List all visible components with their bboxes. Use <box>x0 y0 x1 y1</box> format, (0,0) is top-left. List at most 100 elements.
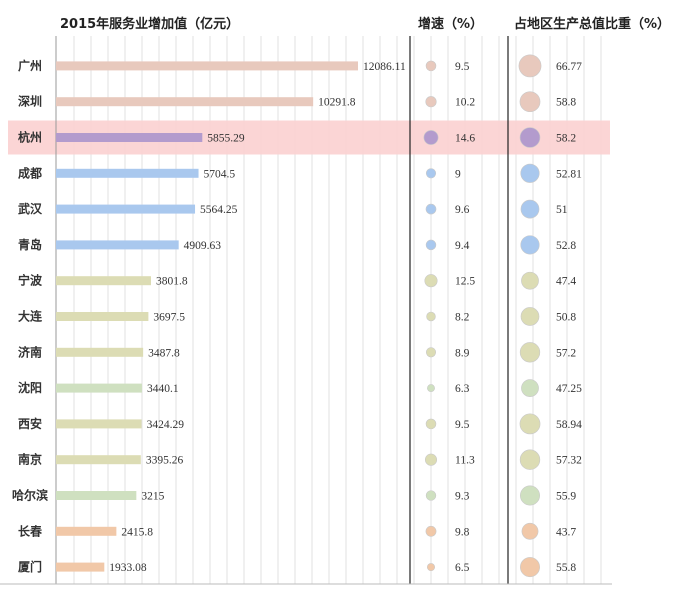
bar-value-label: 1933.08 <box>109 562 147 574</box>
category-label: 沈阳 <box>18 380 42 395</box>
share-dot <box>520 485 540 506</box>
category-label: 大连 <box>18 309 43 324</box>
share-dot <box>521 522 539 540</box>
bar-value-label: 3395.26 <box>146 455 184 467</box>
category-label: 武汉 <box>18 201 43 216</box>
share-value-label: 57.32 <box>556 455 582 467</box>
growth-value-label: 6.5 <box>455 562 470 574</box>
growth-value-label: 9 <box>455 168 461 180</box>
bar <box>56 419 142 429</box>
bar-value-label: 3801.8 <box>156 276 188 288</box>
share-dot <box>519 449 541 470</box>
growth-dot <box>426 563 436 572</box>
bar-value-label: 12086.11 <box>363 61 406 73</box>
share-value-label: 57.2 <box>556 347 576 359</box>
growth-value-label: 9.6 <box>455 204 470 216</box>
growth-dot <box>424 453 438 466</box>
share-value-label: 51 <box>556 204 568 216</box>
header-growth: 增速（%） <box>418 16 483 32</box>
category-label: 长春 <box>18 523 43 538</box>
share-dot <box>520 163 540 183</box>
growth-value-label: 9.8 <box>455 526 470 538</box>
growth-dot <box>425 96 437 108</box>
bar <box>56 133 203 142</box>
bar-value-label: 3424.29 <box>147 419 185 431</box>
bar <box>56 312 149 321</box>
growth-dot <box>423 130 439 145</box>
growth-dot <box>425 490 437 501</box>
growth-value-label: 6.3 <box>455 383 470 395</box>
share-dot <box>519 91 541 113</box>
share-dot <box>521 379 539 397</box>
bar <box>56 383 142 393</box>
share-dot <box>520 199 540 219</box>
share-value-label: 50.8 <box>556 312 576 324</box>
growth-dot <box>426 311 436 322</box>
bar-value-label: 5564.25 <box>200 204 238 216</box>
share-dot <box>519 342 541 363</box>
bar-value-label: 3487.8 <box>148 347 180 359</box>
growth-dot <box>425 203 437 215</box>
share-dot <box>518 54 542 78</box>
bar-value-label: 3697.5 <box>153 312 185 324</box>
share-value-label: 66.77 <box>556 61 582 73</box>
header-bar: 2015年服务业增加值（亿元） <box>60 16 239 32</box>
growth-dot <box>424 274 438 288</box>
share-value-label: 52.81 <box>556 168 582 180</box>
bar <box>56 240 179 250</box>
growth-dot <box>425 418 437 430</box>
bar-value-label: 3440.1 <box>147 383 179 395</box>
bar <box>56 455 141 465</box>
rows: 广州 12086.11 9.5 66.77 深圳 10291.8 10.2 58.8 杭州 585… <box>12 54 582 578</box>
share-dot <box>520 235 540 255</box>
growth-value-label: 8.2 <box>455 312 470 324</box>
bar <box>56 61 358 71</box>
growth-value-label: 9.4 <box>455 240 470 252</box>
growth-dot <box>425 347 437 358</box>
category-label: 广州 <box>18 58 42 73</box>
share-value-label: 47.25 <box>556 383 582 395</box>
category-label: 厦门 <box>18 559 42 574</box>
growth-dot <box>427 384 435 393</box>
growth-dot <box>425 239 437 251</box>
category-label: 哈尔滨 <box>12 488 48 503</box>
growth-value-label: 14.6 <box>455 133 475 145</box>
bar <box>56 276 151 286</box>
share-value-label: 43.7 <box>556 526 576 538</box>
share-value-label: 55.8 <box>556 562 576 574</box>
share-dot <box>521 271 539 290</box>
bar-value-label: 10291.8 <box>318 97 356 109</box>
growth-value-label: 9.5 <box>455 419 470 431</box>
growth-dot <box>425 525 437 537</box>
share-value-label: 55.9 <box>556 491 576 503</box>
bar-value-label: 2415.8 <box>121 526 153 538</box>
bar <box>56 347 144 357</box>
share-value-label: 47.4 <box>556 276 576 288</box>
share-dot <box>520 557 540 578</box>
category-label: 深圳 <box>18 94 42 109</box>
growth-value-label: 12.5 <box>455 276 475 288</box>
growth-value-label: 8.9 <box>455 347 470 359</box>
bar-value-label: 5855.29 <box>207 133 245 145</box>
growth-value-label: 9.5 <box>455 61 470 73</box>
bar <box>56 168 199 178</box>
bar <box>56 491 137 500</box>
share-value-label: 52.8 <box>556 240 576 252</box>
growth-value-label: 9.3 <box>455 491 470 503</box>
category-label: 南京 <box>18 452 42 467</box>
share-value-label: 58.8 <box>556 97 576 109</box>
bar-value-label: 4909.63 <box>184 240 222 252</box>
share-value-label: 58.94 <box>556 419 582 431</box>
bar-value-label: 3215 <box>141 491 164 503</box>
bar <box>56 526 117 536</box>
category-label: 杭州 <box>18 130 42 145</box>
share-dot <box>519 127 541 148</box>
bar <box>56 562 105 572</box>
header-share: 占地区生产总值比重（%） <box>514 16 670 32</box>
share-dot <box>520 307 540 326</box>
bar <box>56 204 196 214</box>
category-label: 济南 <box>18 344 42 359</box>
category-label: 西安 <box>18 416 42 431</box>
growth-value-label: 10.2 <box>455 97 475 109</box>
